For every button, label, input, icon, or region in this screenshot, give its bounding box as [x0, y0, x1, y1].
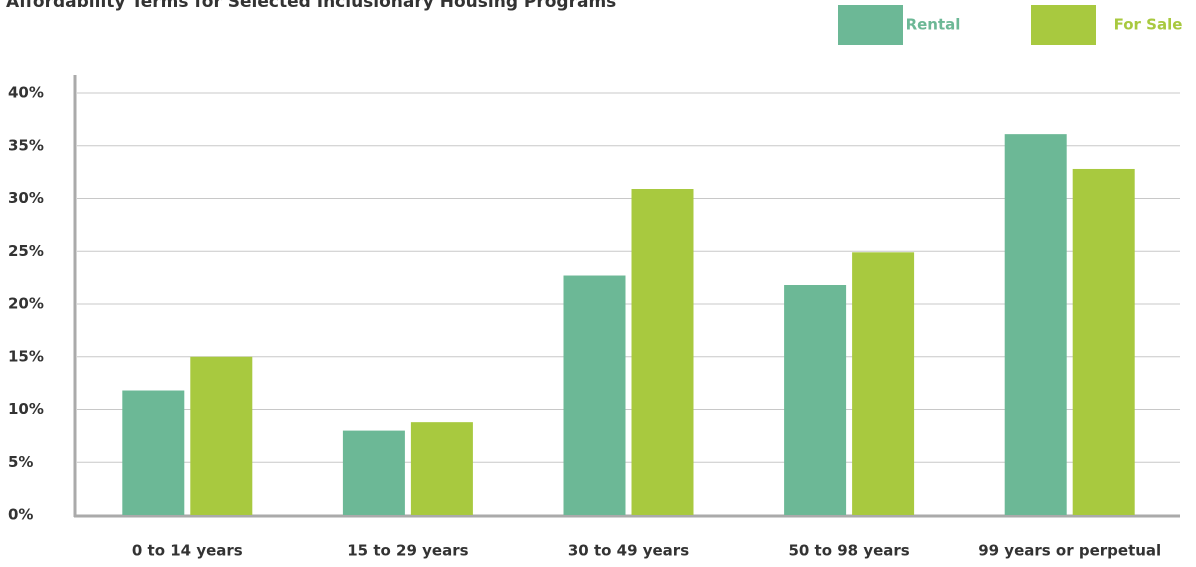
y-tick-label: 25%	[8, 242, 44, 260]
y-tick-label: 10%	[8, 400, 44, 418]
bar	[190, 356, 253, 515]
bar	[1004, 134, 1067, 515]
bar	[631, 189, 694, 515]
bar	[410, 422, 473, 515]
y-tick-label: 15%	[8, 347, 44, 365]
y-tick-label: 20%	[8, 295, 44, 313]
bar	[852, 252, 915, 515]
legend-label: Rental	[906, 16, 961, 34]
y-tick-label: 5%	[8, 453, 33, 471]
x-tick-label: 15 to 29 years	[347, 542, 468, 560]
x-tick-label: 0 to 14 years	[132, 542, 243, 560]
y-tick-label: 30%	[8, 189, 44, 207]
legend-swatch	[838, 5, 903, 45]
bar	[784, 285, 847, 515]
bar	[1072, 168, 1135, 515]
y-tick-label: 40%	[8, 84, 44, 102]
x-tick-label: 99 years or perpetual	[978, 542, 1161, 560]
y-tick-label: 35%	[8, 136, 44, 154]
bar	[122, 390, 185, 515]
y-tick-label: 0%	[8, 506, 33, 524]
bar	[342, 430, 405, 515]
x-tick-label: 50 to 98 years	[788, 542, 909, 560]
bar	[563, 275, 626, 515]
x-tick-label: 30 to 49 years	[568, 542, 689, 560]
legend-label: For Sale	[1114, 16, 1183, 34]
chart-title: Affordability Terms for Selected Inclusi…	[6, 0, 616, 12]
legend-swatch	[1031, 5, 1096, 45]
